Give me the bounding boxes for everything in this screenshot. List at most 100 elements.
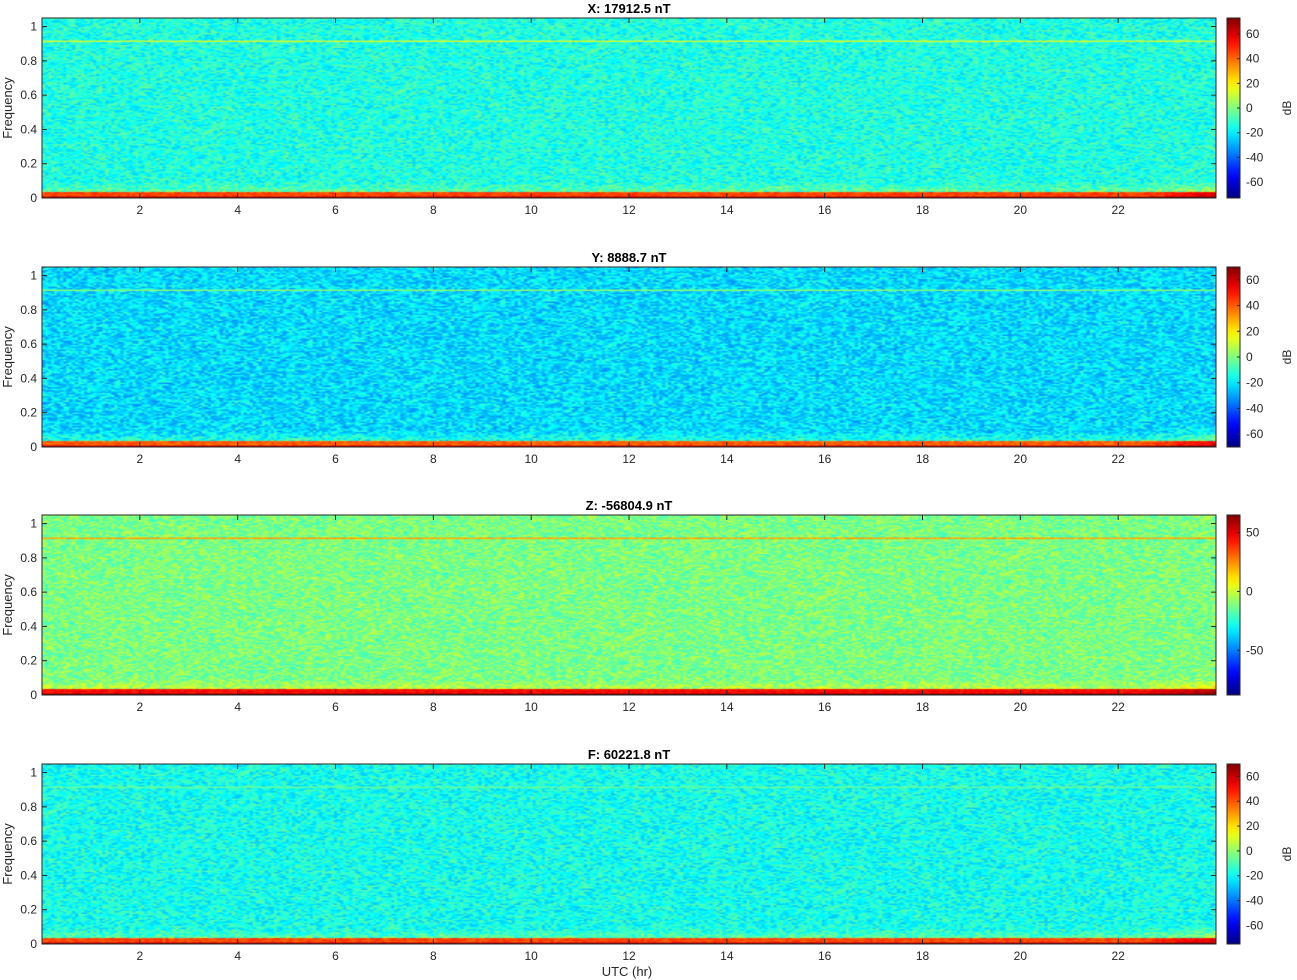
y-tick-label: 0.6: [20, 834, 37, 848]
x-tick-label: 16: [818, 700, 832, 714]
y-tick-label: 0.6: [20, 88, 37, 102]
x-tick-label: 16: [818, 949, 832, 963]
y-tick-label: 1: [30, 20, 37, 34]
heatmap-raster: [42, 515, 1216, 695]
y-tick-label: 0: [30, 937, 37, 951]
colorbar: [1226, 514, 1241, 696]
y-tick-label: 0.2: [20, 157, 37, 171]
x-tick-label: 14: [720, 452, 734, 466]
x-tick-label: 12: [622, 949, 636, 963]
y-tick-label: 0.4: [20, 371, 37, 385]
panel-title: F: 60221.8 nT: [588, 747, 670, 762]
panel-title: X: 17912.5 nT: [587, 1, 670, 16]
colorbar-tick-label: -40: [1246, 150, 1264, 164]
x-tick-label: 22: [1111, 949, 1125, 963]
colorbar-tick-label: -20: [1246, 376, 1264, 390]
y-tick-label: 0.8: [20, 800, 37, 814]
y-tick-label: 0.6: [20, 585, 37, 599]
colorbar-tick-label: 40: [1246, 52, 1260, 66]
y-axis-label: Frequency: [0, 77, 15, 139]
x-tick-label: 2: [136, 700, 143, 714]
heatmap-raster: [42, 764, 1216, 944]
x-tick-label: 4: [234, 452, 241, 466]
y-tick-label: 1: [30, 766, 37, 780]
x-tick-label: 20: [1014, 452, 1028, 466]
x-tick-label: 8: [430, 949, 437, 963]
y-tick-label: 0.4: [20, 619, 37, 633]
colorbar-tick-label: 20: [1246, 76, 1260, 90]
x-tick-label: 18: [916, 452, 930, 466]
y-tick-label: 0.6: [20, 337, 37, 351]
colorbar-tick-label: -20: [1246, 869, 1264, 883]
colorbar-tick-label: 60: [1246, 27, 1260, 41]
x-tick-label: 6: [332, 700, 339, 714]
colorbar-tick-label: 0: [1246, 350, 1253, 364]
x-tick-label: 10: [524, 203, 538, 217]
y-axis-label: Frequency: [0, 823, 15, 885]
y-tick-label: 1: [30, 269, 37, 283]
colorbar-label: dB: [1280, 101, 1294, 116]
y-tick-label: 0.4: [20, 122, 37, 136]
x-tick-label: 12: [622, 700, 636, 714]
colorbar-tick-label: 40: [1246, 299, 1260, 313]
y-tick-label: 1: [30, 517, 37, 531]
colorbar-tick-label: -60: [1246, 175, 1264, 189]
y-tick-label: 0: [30, 191, 37, 205]
x-tick-label: 22: [1111, 203, 1125, 217]
y-tick-label: 0: [30, 688, 37, 702]
spectrogram-panel-3: Z: -56804.9 nT2 4 6 8 10 12 14 16 18 20 2200.20.40…: [0, 498, 1264, 714]
x-tick-label: 16: [818, 452, 832, 466]
x-tick-label: 6: [332, 949, 339, 963]
y-tick-label: 0.8: [20, 551, 37, 565]
colorbar-tick-label: -50: [1246, 643, 1264, 657]
x-tick-label: 18: [916, 700, 930, 714]
x-tick-label: 8: [430, 700, 437, 714]
x-tick-label: 20: [1014, 203, 1028, 217]
x-tick-label: 16: [818, 203, 832, 217]
colorbar: [1226, 763, 1241, 945]
x-tick-label: 2: [136, 203, 143, 217]
panel-title: Y: 8888.7 nT: [592, 250, 667, 265]
y-axis-label: Frequency: [0, 574, 15, 636]
x-tick-label: 22: [1111, 452, 1125, 466]
y-tick-label: 0.8: [20, 54, 37, 68]
x-tick-label: 8: [430, 452, 437, 466]
colorbar-tick-label: 50: [1246, 526, 1260, 540]
colorbar-tick-label: 0: [1246, 844, 1253, 858]
colorbar-tick-label: 40: [1246, 794, 1260, 808]
colorbar-tick-label: 0: [1246, 584, 1253, 598]
x-tick-label: 2: [136, 452, 143, 466]
y-tick-label: 0: [30, 440, 37, 454]
y-tick-label: 0.2: [20, 654, 37, 668]
spectrogram-panel-1: X: 17912.5 nT2 4 6 8 10 12 14 16 18 20 2200.20.40.…: [0, 1, 1294, 217]
x-tick-label: 14: [720, 700, 734, 714]
x-tick-label: 4: [234, 700, 241, 714]
x-tick-label: 14: [720, 949, 734, 963]
x-tick-label: 12: [622, 203, 636, 217]
x-tick-label: 18: [916, 203, 930, 217]
panel-title: Z: -56804.9 nT: [586, 498, 673, 513]
colorbar-tick-label: -40: [1246, 894, 1264, 908]
y-tick-label: 0.2: [20, 903, 37, 917]
x-tick-label: 10: [524, 452, 538, 466]
x-axis-label: UTC (hr): [602, 964, 653, 979]
x-tick-label: 22: [1111, 700, 1125, 714]
colorbar-label: dB: [1280, 847, 1294, 862]
x-tick-label: 4: [234, 203, 241, 217]
x-tick-label: 6: [332, 452, 339, 466]
y-tick-label: 0.4: [20, 868, 37, 882]
colorbar-tick-label: 20: [1246, 819, 1260, 833]
x-tick-label: 4: [234, 949, 241, 963]
colorbar-tick-label: 20: [1246, 324, 1260, 338]
spectrogram-panel-4: F: 60221.8 nT2 4 6 8 10 12 14 16 18 20 2200.20.40.…: [0, 747, 1294, 963]
x-tick-label: 2: [136, 949, 143, 963]
heatmap-raster: [42, 267, 1216, 447]
heatmap-raster: [42, 18, 1216, 198]
y-tick-label: 0.2: [20, 406, 37, 420]
x-tick-label: 10: [524, 949, 538, 963]
x-tick-label: 20: [1014, 949, 1028, 963]
colorbar-tick-label: -40: [1246, 401, 1264, 415]
x-tick-label: 20: [1014, 700, 1028, 714]
colorbar-tick-label: 60: [1246, 769, 1260, 783]
